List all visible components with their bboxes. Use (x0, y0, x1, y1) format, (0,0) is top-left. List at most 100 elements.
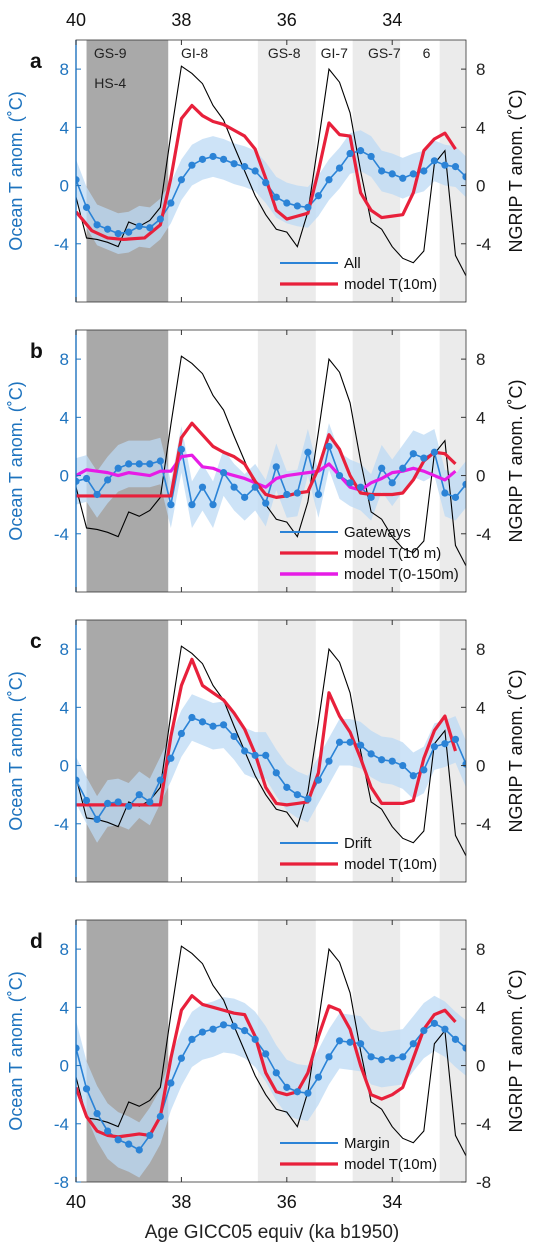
ocean-point (378, 1056, 386, 1064)
ocean-point (325, 176, 333, 184)
ocean-point (262, 499, 270, 507)
ocean-point (356, 483, 365, 491)
ocean-point (82, 1085, 91, 1093)
ocean-point (335, 471, 344, 480)
plot-area (76, 620, 466, 882)
ocean-point (441, 1025, 449, 1033)
ocean-point (283, 199, 291, 207)
ocean-point (114, 798, 122, 806)
ocean-point (219, 155, 228, 163)
ocean-point (409, 170, 417, 178)
ocean-point (420, 454, 428, 462)
ocean-point (346, 479, 354, 487)
ocean-point (441, 489, 449, 497)
ocean-point (388, 170, 396, 178)
top-tick-label: 34 (382, 10, 402, 30)
ocean-point (209, 152, 217, 161)
ocean-point (367, 1053, 375, 1061)
ocean-point (93, 1109, 101, 1118)
ocean-point (283, 490, 291, 499)
ocean-point (198, 718, 207, 726)
legend-label: model T(0-150m) (344, 566, 459, 583)
ocean-point (146, 1131, 154, 1140)
ocean-point (167, 1079, 175, 1087)
ocean-point (388, 479, 396, 487)
ocean-point (188, 1035, 196, 1043)
ocean-point (82, 203, 91, 211)
legend-label: Margin (344, 1135, 390, 1152)
uncertainty-band (76, 995, 466, 1178)
ocean-point (188, 501, 196, 509)
ocean-point (76, 477, 80, 485)
ocean-point (93, 490, 101, 499)
model-10m-line (76, 103, 457, 242)
ocean-point (156, 776, 164, 784)
left-tick-label: 4 (60, 698, 69, 717)
legend-label: Gateways (344, 524, 411, 541)
ocean-point (251, 1035, 259, 1043)
ocean-point (219, 721, 228, 729)
ocean-point (335, 164, 344, 172)
ocean-point (114, 464, 122, 472)
ocean-point (335, 1037, 344, 1045)
ocean-point (388, 757, 396, 765)
legend-label: Drift (344, 835, 372, 852)
right-tick-label: 0 (476, 467, 485, 486)
ocean-point (125, 228, 133, 236)
model-10m-line (76, 994, 457, 1139)
left-tick-label: 0 (60, 467, 69, 486)
ocean-point (167, 199, 175, 207)
ocean-point (367, 493, 375, 501)
ocean-point (167, 501, 175, 509)
ocean-point (293, 489, 301, 497)
right-tick-label: 4 (476, 698, 485, 717)
ocean-point (430, 743, 438, 751)
ocean-point (188, 161, 196, 169)
ocean-point (451, 1035, 460, 1043)
ocean-point (378, 464, 386, 472)
ocean-point (125, 1140, 133, 1148)
right-tick-label: 8 (476, 640, 485, 659)
stadial-label: GS-9 (94, 45, 127, 61)
ocean-point (76, 176, 80, 184)
bottom-axis-ticks: 40 38 36 34 (66, 1192, 402, 1212)
ocean-point (399, 1053, 407, 1061)
ocean-point (198, 155, 207, 163)
ocean-point (462, 480, 466, 488)
ocean-point (241, 493, 249, 501)
ocean-point (420, 167, 428, 175)
ocean-point (420, 766, 428, 774)
left-tick-label: 8 (60, 350, 69, 369)
panel-label: a (30, 50, 42, 73)
model-10m-line (76, 421, 457, 499)
ocean-point (241, 1027, 249, 1035)
legend-label: All (344, 255, 361, 272)
left-tick-label: 8 (60, 640, 69, 659)
right-tick-label: 4 (476, 998, 485, 1017)
shade-dark-0 (86, 620, 169, 882)
ocean-point (219, 469, 228, 477)
right-tick-label: -8 (476, 1173, 491, 1192)
ocean-point (272, 1069, 280, 1077)
top-tick-label: 36 (277, 10, 297, 30)
ocean-point (219, 1021, 228, 1029)
ocean-point (378, 756, 386, 764)
bottom-tick-label: 40 (66, 1192, 86, 1212)
ocean-point (198, 483, 207, 491)
ocean-point (209, 722, 217, 730)
left-tick-label: -8 (54, 1173, 69, 1192)
panel-label: b (30, 340, 43, 363)
ocean-point (293, 1088, 301, 1096)
ocean-point (272, 463, 280, 471)
ocean-point (262, 179, 270, 187)
right-axis-title: NGRIP T anom. (˚C) (506, 969, 526, 1132)
shade-dark-0 (86, 40, 169, 302)
ocean-point (104, 225, 112, 233)
ocean-point (399, 464, 407, 472)
ocean-point (104, 476, 112, 484)
ocean-point (241, 747, 249, 755)
panels: -4 -40 04 48 8a GS-9HS-4GI-8 GS-8 GI-7 GS-7 6Ocea… (6, 39, 526, 1192)
right-tick-label: 0 (476, 757, 485, 776)
